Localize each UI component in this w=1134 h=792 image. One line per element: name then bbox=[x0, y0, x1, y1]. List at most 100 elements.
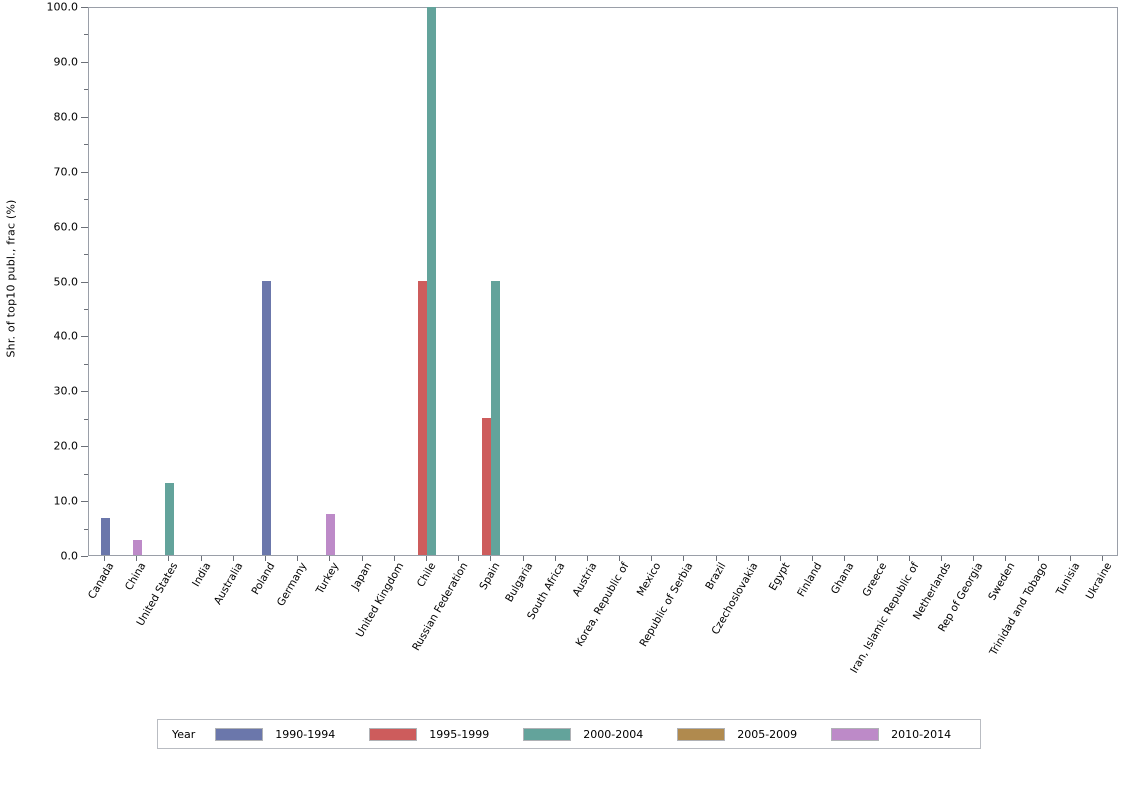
bar-group bbox=[443, 8, 475, 555]
y-tick-label: 50.0 bbox=[53, 275, 79, 288]
x-tick-label-text: Austria bbox=[570, 560, 600, 599]
y-tick-mark bbox=[81, 116, 88, 118]
legend-entry[interactable]: 1990-1994 bbox=[215, 727, 336, 741]
x-tick-mark bbox=[1069, 556, 1071, 561]
y-tick-label: 40.0 bbox=[53, 329, 79, 343]
x-tick-mark bbox=[876, 556, 878, 561]
x-tick-label-text: Ukraine bbox=[1083, 560, 1115, 602]
x-tick-mark bbox=[490, 556, 492, 561]
bar-chart-figure: Shr. of top10 publ., frac (%) 0.0 10.0 20.… bbox=[5, 1, 1118, 749]
bar-group bbox=[1087, 8, 1119, 555]
legend-label: 1990-1994 bbox=[275, 727, 336, 741]
y-tick-mark bbox=[81, 336, 88, 338]
bar[interactable] bbox=[491, 280, 501, 555]
bar[interactable] bbox=[417, 280, 427, 555]
y-tick-mark bbox=[81, 61, 88, 63]
bar-group bbox=[636, 8, 668, 555]
x-tick-mark bbox=[1005, 556, 1007, 561]
bar-group bbox=[121, 8, 153, 555]
x-tick-label-text: Turkey bbox=[314, 560, 342, 597]
x-axis: Canada China United States India Australia Po… bbox=[86, 556, 1118, 706]
x-tick-label-text: Poland bbox=[249, 560, 278, 597]
x-tick-label-text: Sweden bbox=[986, 560, 1018, 603]
x-tick-label-text: China bbox=[123, 560, 149, 593]
bar-group bbox=[668, 8, 700, 555]
x-tick-mark bbox=[136, 556, 138, 561]
bar-group bbox=[475, 8, 507, 555]
y-tick-minor-mark bbox=[84, 363, 88, 365]
y-tick-mark bbox=[81, 171, 88, 173]
legend-label: 2010-2014 bbox=[891, 727, 952, 741]
bar-group bbox=[990, 8, 1022, 555]
y-tick-minor-mark bbox=[84, 418, 88, 420]
bar[interactable] bbox=[482, 417, 492, 555]
y-tick-label: 10.0 bbox=[53, 494, 79, 508]
legend-entry[interactable]: 2000-2004 bbox=[523, 727, 643, 741]
y-tick-minor-mark bbox=[84, 254, 88, 256]
y-tick-mark bbox=[81, 501, 88, 503]
x-tick-mark bbox=[104, 556, 106, 561]
x-tick-mark bbox=[393, 556, 395, 561]
x-tick-mark bbox=[297, 556, 299, 561]
y-tick-minor-mark bbox=[84, 308, 88, 310]
x-tick-mark bbox=[232, 556, 234, 561]
y-tick-minor-mark bbox=[84, 89, 88, 91]
x-tick-label-text: Brazil bbox=[703, 560, 729, 592]
y-tick-mark bbox=[81, 391, 88, 393]
legend-swatch bbox=[369, 727, 418, 741]
y-tick-mark bbox=[81, 226, 88, 228]
bar-group bbox=[958, 8, 990, 555]
x-tick-mark bbox=[458, 556, 460, 561]
x-tick-mark bbox=[361, 556, 363, 561]
x-tick-label-text: Trinidad and Tobago bbox=[986, 560, 1050, 658]
x-tick-mark bbox=[168, 556, 170, 561]
bar-group bbox=[701, 8, 733, 555]
bar[interactable] bbox=[426, 7, 436, 555]
bar-group bbox=[1055, 8, 1087, 555]
y-tick-label: 70.0 bbox=[53, 165, 79, 179]
plot-area bbox=[88, 7, 1118, 556]
bar[interactable] bbox=[325, 513, 335, 555]
bar-group bbox=[604, 8, 636, 555]
x-tick-mark bbox=[554, 556, 556, 561]
legend-entry[interactable]: 1995-1999 bbox=[369, 727, 490, 741]
legend-swatch bbox=[677, 727, 726, 741]
bar-group bbox=[862, 8, 894, 555]
bar-group bbox=[1022, 8, 1054, 555]
bar-group bbox=[926, 8, 958, 555]
y-tick-label: 90.0 bbox=[53, 55, 79, 69]
bar[interactable] bbox=[132, 539, 142, 555]
y-tick-minor-mark bbox=[84, 34, 88, 36]
y-tick-label: 20.0 bbox=[53, 439, 79, 453]
y-tick-label: 80.0 bbox=[53, 110, 79, 124]
legend-swatch bbox=[215, 727, 264, 741]
bar-group bbox=[572, 8, 604, 555]
x-tick-mark bbox=[329, 556, 331, 561]
legend-label: 1995-1999 bbox=[429, 727, 490, 741]
bar-group bbox=[89, 8, 121, 555]
x-tick-label-text: Chile bbox=[414, 560, 439, 590]
bar-group bbox=[411, 7, 443, 555]
legend-label: 2005-2009 bbox=[737, 727, 798, 741]
x-tick-mark bbox=[973, 556, 975, 561]
bar-group bbox=[314, 8, 346, 555]
y-tick-mark bbox=[81, 7, 88, 8]
y-tick-label: 0.0 bbox=[60, 549, 79, 563]
bar[interactable] bbox=[261, 280, 271, 555]
y-tick-minor-mark bbox=[84, 528, 88, 530]
legend: Year 1990-1994 1995-1999 2000-2004 2005-200… bbox=[157, 719, 981, 749]
bar-group bbox=[250, 8, 282, 555]
bar-group bbox=[733, 8, 765, 555]
bars-container bbox=[89, 7, 1119, 555]
y-tick-minor-mark bbox=[84, 473, 88, 475]
bar-group bbox=[282, 8, 314, 555]
legend-entry[interactable]: 2010-2014 bbox=[831, 727, 952, 741]
y-tick-mark bbox=[81, 556, 88, 557]
y-tick-label: 60.0 bbox=[53, 220, 79, 234]
x-tick-mark bbox=[1101, 556, 1103, 561]
bar[interactable] bbox=[100, 518, 110, 555]
legend-entry[interactable]: 2005-2009 bbox=[677, 727, 798, 741]
x-tick-mark bbox=[908, 556, 910, 561]
bar[interactable] bbox=[164, 482, 174, 555]
y-tick-mark bbox=[81, 281, 88, 283]
